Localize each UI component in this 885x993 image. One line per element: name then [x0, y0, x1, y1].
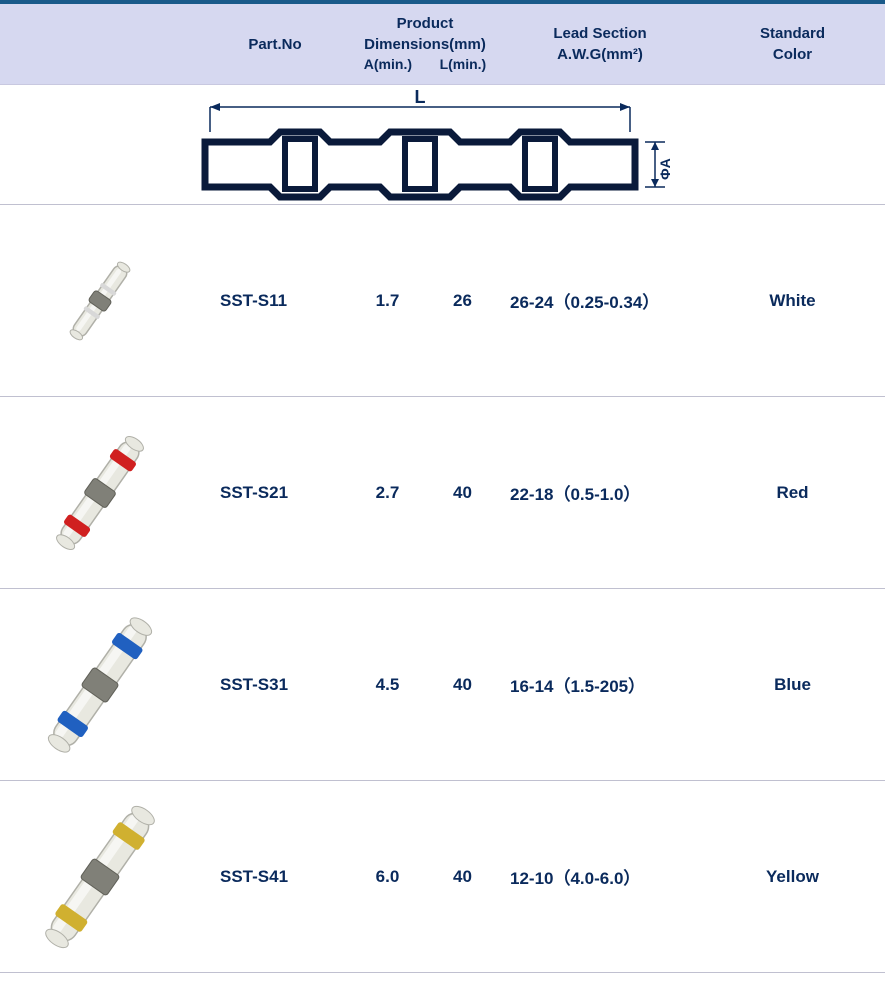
table-row: SST-S41 6.0 40 12-10（4.0-6.0） Yellow	[0, 781, 885, 973]
cell-lead: 12-10（4.0-6.0）	[500, 864, 700, 889]
header-std-sub: Color	[700, 44, 885, 65]
cell-lead: 26-24（0.25-0.34）	[500, 288, 700, 313]
cell-part-no: SST-S21	[200, 483, 350, 503]
product-image	[0, 787, 200, 967]
header-part-no: Part.No	[200, 36, 350, 53]
product-image	[0, 211, 200, 391]
header-dim-a: A(min.)	[364, 55, 412, 75]
cell-lead: 16-14（1.5-205）	[500, 672, 700, 697]
cell-part-no: SST-S41	[200, 867, 350, 887]
header-dim-l: L(min.)	[440, 55, 487, 75]
cell-a-min: 6.0	[350, 867, 425, 887]
table-row: SST-S11 1.7 26 26-24（0.25-0.34） White	[0, 205, 885, 397]
table-header: Part.No Product Dimensions(mm) A(min.) L…	[0, 0, 885, 85]
table-row: SST-S21 2.7 40 22-18（0.5-1.0） Red	[0, 397, 885, 589]
diagram-label-A: ΦA	[657, 158, 673, 180]
cell-lead: 22-18（0.5-1.0）	[500, 480, 700, 505]
header-standard-color: Standard Color	[700, 23, 885, 65]
cell-a-min: 4.5	[350, 675, 425, 695]
dimension-diagram-row: L ΦA	[0, 85, 885, 205]
header-dimensions-title: Product Dimensions(mm)	[350, 13, 500, 55]
cell-part-no: SST-S11	[200, 291, 350, 311]
dimension-diagram: L ΦA	[200, 87, 680, 202]
cell-l-min: 40	[425, 483, 500, 503]
cell-l-min: 26	[425, 291, 500, 311]
header-std-title: Standard	[700, 23, 885, 44]
table-body: SST-S11 1.7 26 26-24（0.25-0.34） White SS…	[0, 205, 885, 973]
cell-standard-color: White	[700, 291, 885, 311]
cell-a-min: 2.7	[350, 483, 425, 503]
cell-part-no: SST-S31	[200, 675, 350, 695]
diagram-label-L: L	[415, 87, 426, 107]
table-row: SST-S31 4.5 40 16-14（1.5-205） Blue	[0, 589, 885, 781]
header-lead-section: Lead Section A.W.G(mm²)	[500, 23, 700, 65]
cell-standard-color: Yellow	[700, 867, 885, 887]
header-lead-title: Lead Section	[500, 23, 700, 44]
cell-l-min: 40	[425, 675, 500, 695]
header-lead-sub: A.W.G(mm²)	[500, 44, 700, 65]
cell-standard-color: Red	[700, 483, 885, 503]
header-dimensions: Product Dimensions(mm) A(min.) L(min.)	[350, 13, 500, 75]
cell-a-min: 1.7	[350, 291, 425, 311]
cell-l-min: 40	[425, 867, 500, 887]
product-image	[0, 403, 200, 583]
cell-standard-color: Blue	[700, 675, 885, 695]
product-image	[0, 595, 200, 775]
